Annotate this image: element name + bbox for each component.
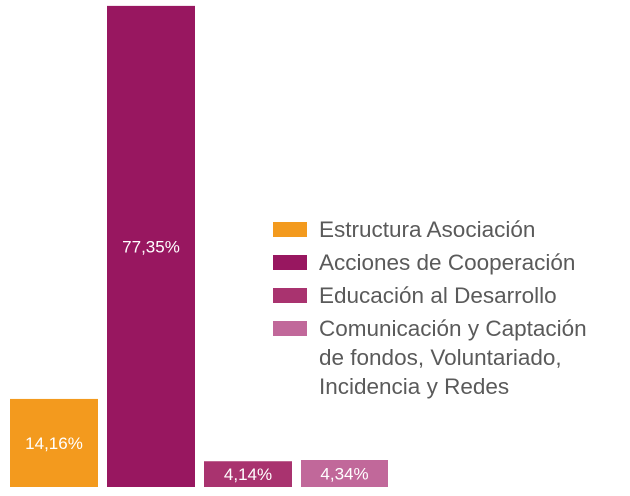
legend-swatch [273, 321, 307, 336]
legend-label-line: Incidencia y Redes [319, 374, 510, 399]
legend-label-line: Educación al Desarrollo [319, 283, 557, 308]
legend-swatch [273, 255, 307, 270]
bar-3 [204, 461, 292, 487]
bar-value-label-4: 4,34% [320, 465, 368, 484]
bar-4 [301, 460, 388, 487]
bar-1 [10, 398, 98, 487]
legend-item-1: Estructura Asociación [273, 215, 623, 244]
chart-legend: Estructura Asociación Acciones de Coopera… [273, 215, 623, 405]
legend-label: Educación al Desarrollo [319, 281, 557, 310]
legend-label-line: Estructura Asociación [319, 217, 536, 242]
legend-label-line: Comunicación y Captación [319, 316, 587, 341]
bar-value-label-1: 14,16% [25, 434, 83, 453]
bar-value-label-2: 77,35% [122, 237, 180, 256]
bar-2 [107, 5, 195, 488]
legend-label: Estructura Asociación [319, 215, 535, 244]
legend-item-3: Educación al Desarrollo [273, 281, 623, 310]
legend-swatch [273, 222, 307, 237]
legend-label-line: Acciones de Cooperación [319, 250, 576, 275]
legend-item-4: Comunicación y Captación de fondos, Volun… [273, 314, 623, 401]
bar-value-label-3: 4,14% [224, 465, 272, 484]
legend-label: Acciones de Cooperación [319, 248, 575, 277]
legend-label-line: de fondos, Voluntariado, [319, 345, 562, 370]
legend-swatch [273, 288, 307, 303]
legend-label: Comunicación y Captación de fondos, Volun… [319, 314, 587, 401]
legend-item-2: Acciones de Cooperación [273, 248, 623, 277]
